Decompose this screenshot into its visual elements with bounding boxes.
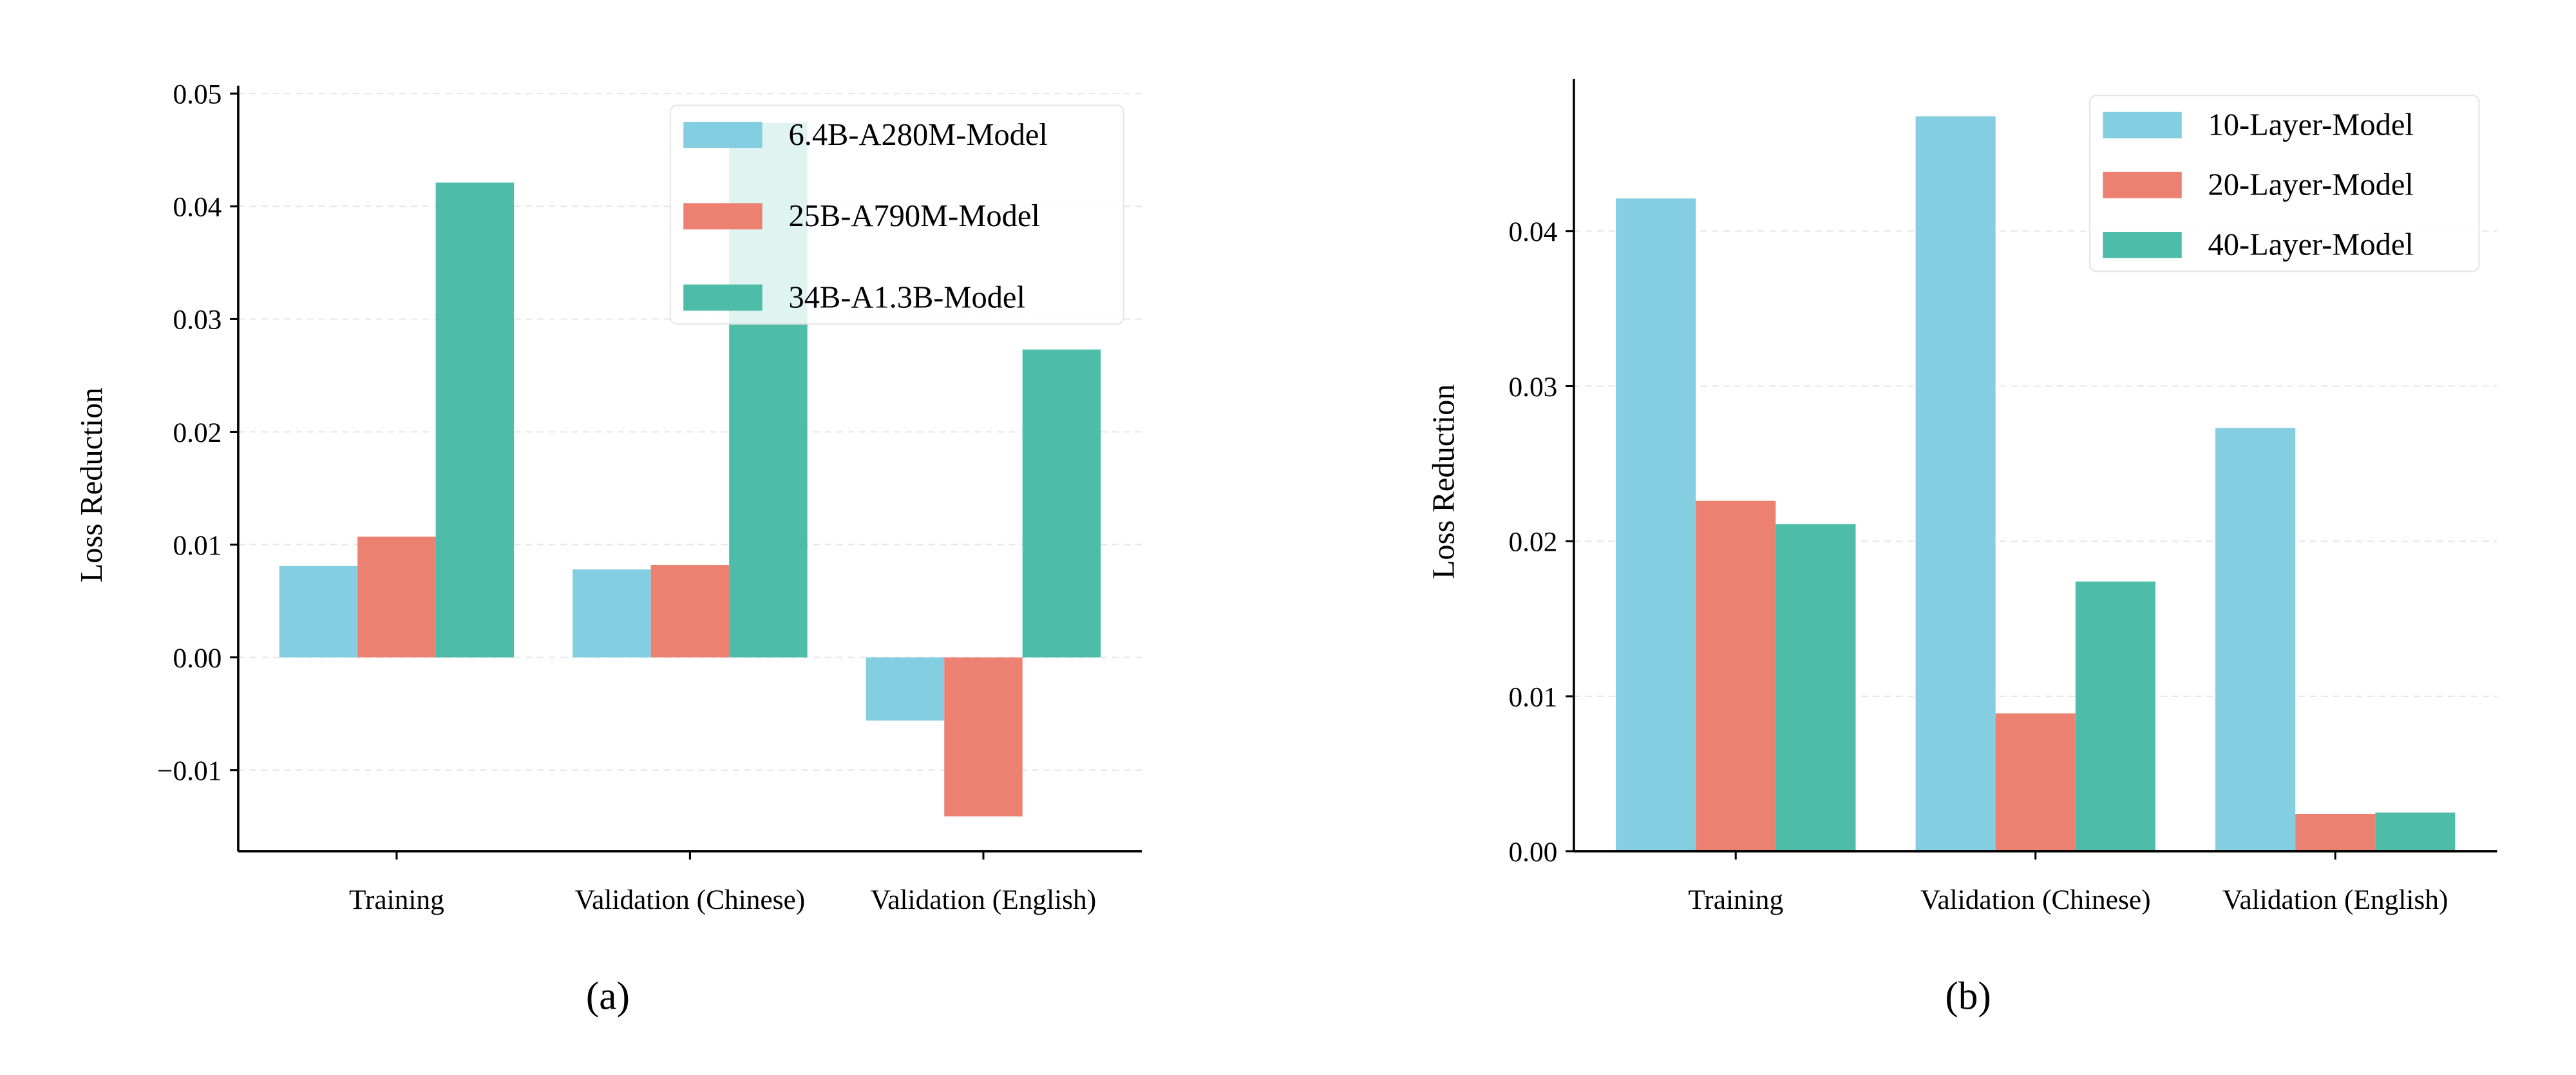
legend-swatch (683, 284, 762, 311)
bar (1022, 349, 1101, 658)
x-tick-label: Training (349, 884, 444, 915)
bar (2295, 813, 2376, 851)
bar (866, 657, 945, 721)
bar (944, 657, 1023, 817)
y-tick-label: 0.02 (173, 417, 222, 448)
y-tick-label: 0.03 (1508, 372, 1557, 403)
x-tick-label: Validation (English) (2222, 884, 2448, 915)
y-tick-label: 0.04 (173, 192, 222, 223)
legend-box (669, 104, 1124, 325)
legend-label: 20-Layer-Model (2208, 168, 2414, 202)
legend-box (2088, 95, 2480, 272)
legend-swatch (2103, 111, 2182, 138)
y-tick-label: 0.01 (1508, 681, 1557, 712)
y-tick-label: 0.05 (173, 79, 222, 110)
x-tick-label: Validation (Chinese) (1920, 884, 2151, 915)
legend-label: 25B-A790M-Model (788, 199, 1039, 233)
legend-swatch (683, 122, 762, 148)
bar (435, 182, 515, 658)
bar (357, 537, 436, 658)
bar (2075, 581, 2155, 851)
y-tick-label: 0.04 (1508, 216, 1557, 247)
chart-caption: (b) (1945, 975, 1991, 1018)
chart-caption: (a) (586, 975, 630, 1018)
y-tick-label: 0.03 (173, 305, 222, 336)
legend-label: 10-Layer-Model (2208, 108, 2414, 142)
legend-label: 40-Layer-Model (2208, 228, 2414, 262)
y-axis-label: Loss Reduction (1427, 384, 1461, 579)
legend-swatch (2103, 171, 2182, 198)
x-tick-label: Validation (Chinese) (575, 884, 806, 915)
legend-label: 34B-A1.3B-Model (788, 280, 1025, 314)
legend-swatch (683, 203, 762, 230)
bar (1776, 524, 1856, 851)
x-tick-label: Validation (English) (871, 884, 1096, 915)
x-tick-label: Training (1688, 884, 1783, 915)
legend: 6.4B-A280M-Model 25B-A790M-Model 34B-A1.3B… (669, 104, 1124, 325)
bar (279, 566, 358, 658)
chart-a: −0.01 0.00 0.01 0.02 0.03 0.04 0.05 Training Val… (75, 79, 1142, 1018)
y-tick-label: 0.00 (1508, 837, 1557, 868)
y-tick-label: 0.02 (1508, 527, 1557, 558)
bar (1915, 116, 1996, 851)
bar (1696, 500, 1776, 851)
bar (2215, 428, 2296, 851)
chart-b: 0.00 0.01 0.02 0.03 0.04 Training Validation (… (1427, 79, 2497, 1018)
bar (1995, 713, 2076, 851)
legend-label: 6.4B-A280M-Model (788, 118, 1047, 152)
y-tick-label: 0.01 (173, 530, 222, 561)
legend-swatch (2103, 232, 2182, 258)
bar (2375, 812, 2456, 851)
bar (573, 569, 651, 658)
legend: 10-Layer-Model 20-Layer-Model 40-Layer-Mod… (2088, 95, 2480, 272)
y-tick-label: 0.00 (173, 643, 222, 674)
bar (1616, 198, 1696, 851)
y-axis-label: Loss Reduction (75, 387, 109, 582)
bar (650, 565, 730, 658)
y-tick-label: −0.01 (157, 756, 222, 786)
